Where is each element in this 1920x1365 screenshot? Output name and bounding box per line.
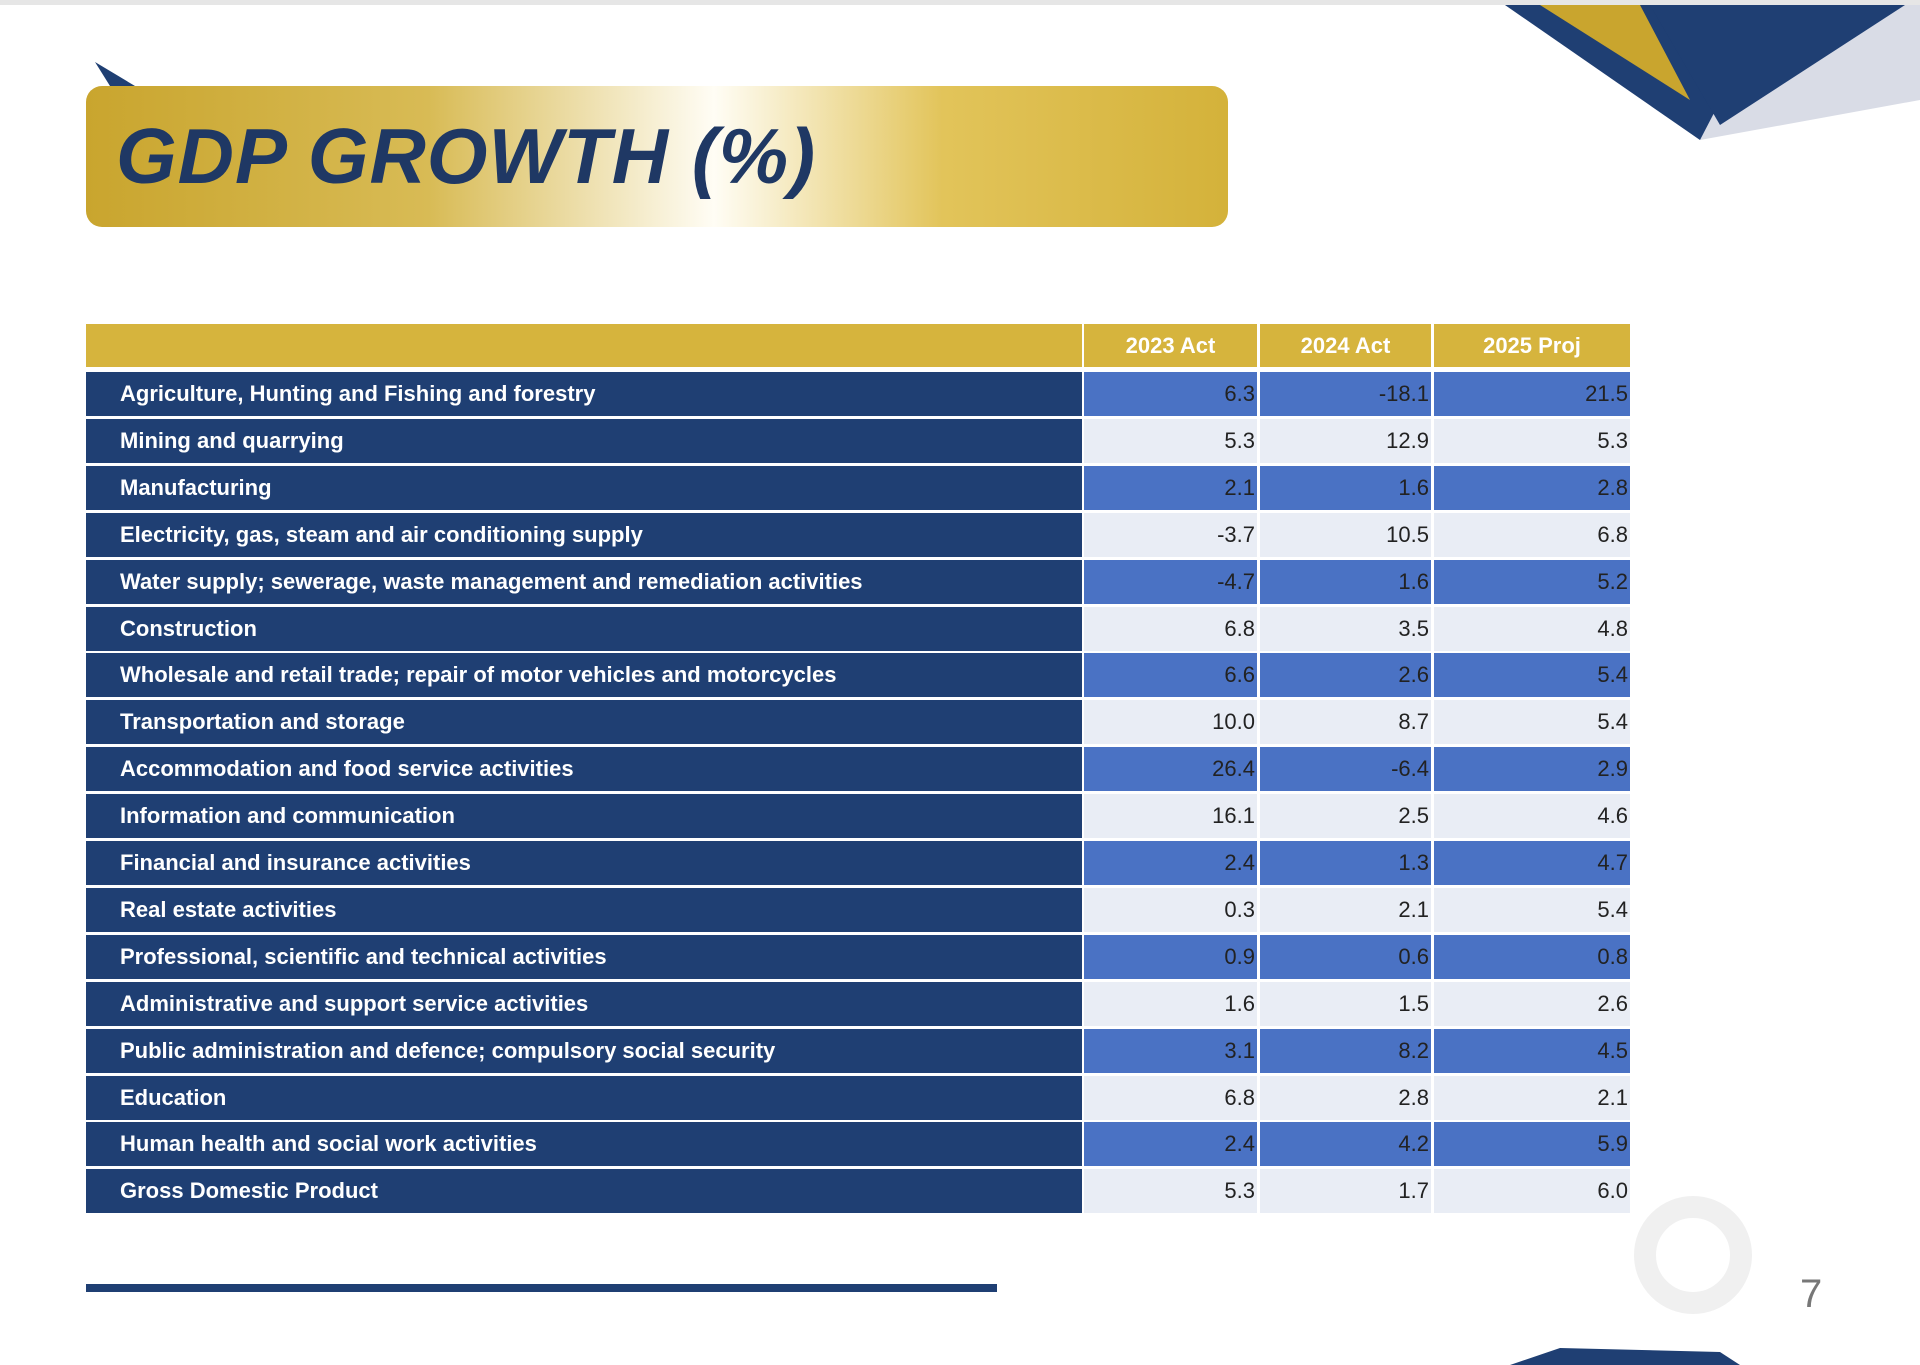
cell-value: 6.8: [1084, 1075, 1257, 1120]
cell-value: 2.9: [1434, 747, 1630, 792]
cell-value: 2.5: [1260, 794, 1431, 839]
cell-value: 5.9: [1434, 1122, 1630, 1167]
cell-value: -4.7: [1084, 559, 1257, 604]
cell-value: 10.5: [1260, 512, 1431, 557]
cell-value: 4.7: [1434, 841, 1630, 885]
cell-value: 2.4: [1084, 841, 1257, 885]
cell-value: 1.6: [1260, 465, 1431, 510]
row-label: Public administration and defence; compu…: [86, 1028, 1082, 1073]
cell-value: 1.5: [1260, 981, 1431, 1026]
cell-value: 0.8: [1434, 934, 1630, 979]
cell-value: 8.2: [1260, 1028, 1431, 1073]
cell-value: 5.3: [1084, 1169, 1257, 1214]
cell-value: 6.6: [1084, 653, 1257, 698]
cell-value: 0.3: [1084, 887, 1257, 932]
cell-value: 1.3: [1260, 841, 1431, 885]
cell-value: 2.8: [1434, 465, 1630, 510]
row-label: Agriculture, Hunting and Fishing and for…: [86, 372, 1082, 416]
cell-value: -6.4: [1260, 747, 1431, 792]
row-label: Mining and quarrying: [86, 418, 1082, 463]
row-label: Information and communication: [86, 794, 1082, 839]
cell-value: 2.1: [1434, 1075, 1630, 1120]
cell-value: 26.4: [1084, 747, 1257, 792]
cell-value: 2.4: [1084, 1122, 1257, 1167]
row-label: Construction: [86, 606, 1082, 651]
cell-value: 21.5: [1434, 372, 1630, 416]
cell-value: 1.6: [1260, 559, 1431, 604]
cell-value: 2.6: [1434, 981, 1630, 1026]
cell-value: 10.0: [1084, 700, 1257, 745]
cell-value: 0.6: [1260, 934, 1431, 979]
row-label: Education: [86, 1075, 1082, 1120]
cell-value: 5.3: [1434, 418, 1630, 463]
row-label: Human health and social work activities: [86, 1122, 1082, 1167]
cell-value: -3.7: [1084, 512, 1257, 557]
cell-value: 1.6: [1084, 981, 1257, 1026]
header-blank: [86, 324, 1082, 367]
column-header: 2025 Proj: [1434, 324, 1630, 367]
row-label: Administrative and support service activ…: [86, 981, 1082, 1026]
row-label: Real estate activities: [86, 887, 1082, 932]
cell-value: 5.4: [1434, 887, 1630, 932]
row-label: Gross Domestic Product: [86, 1169, 1082, 1214]
cell-value: 8.7: [1260, 700, 1431, 745]
cell-value: 16.1: [1084, 794, 1257, 839]
cell-value: 5.4: [1434, 700, 1630, 745]
cell-value: 6.3: [1084, 372, 1257, 416]
row-label: Electricity, gas, steam and air conditio…: [86, 512, 1082, 557]
cell-value: 6.8: [1084, 606, 1257, 651]
cell-value: 5.2: [1434, 559, 1630, 604]
cell-value: 2.1: [1084, 465, 1257, 510]
column-header: 2023 Act: [1084, 324, 1257, 367]
page-number: 7: [1800, 1272, 1823, 1316]
cell-value: 4.8: [1434, 606, 1630, 651]
row-label: Transportation and storage: [86, 700, 1082, 745]
row-label: Accommodation and food service activitie…: [86, 747, 1082, 792]
row-label: Wholesale and retail trade; repair of mo…: [86, 653, 1082, 698]
cell-value: 2.8: [1260, 1075, 1431, 1120]
cell-value: 4.5: [1434, 1028, 1630, 1073]
cell-value: 0.9: [1084, 934, 1257, 979]
cell-value: 3.5: [1260, 606, 1431, 651]
title-banner: GDP GROWTH (%): [86, 86, 1228, 227]
row-label: Professional, scientific and technical a…: [86, 934, 1082, 979]
cell-value: -18.1: [1260, 372, 1431, 416]
cell-value: 5.4: [1434, 653, 1630, 698]
cell-value: 2.1: [1260, 887, 1431, 932]
cell-value: 6.8: [1434, 512, 1630, 557]
cell-value: 12.9: [1260, 418, 1431, 463]
row-label: Manufacturing: [86, 465, 1082, 510]
cell-value: 3.1: [1084, 1028, 1257, 1073]
row-label: Water supply; sewerage, waste management…: [86, 559, 1082, 604]
cell-value: 4.2: [1260, 1122, 1431, 1167]
cell-value: 1.7: [1260, 1169, 1431, 1214]
cell-value: 6.0: [1434, 1169, 1630, 1214]
cell-value: 5.3: [1084, 418, 1257, 463]
row-label: Financial and insurance activities: [86, 841, 1082, 885]
cell-value: 2.6: [1260, 653, 1431, 698]
cell-value: 4.6: [1434, 794, 1630, 839]
column-header: 2024 Act: [1260, 324, 1431, 367]
slide-title: GDP GROWTH (%): [116, 112, 817, 200]
